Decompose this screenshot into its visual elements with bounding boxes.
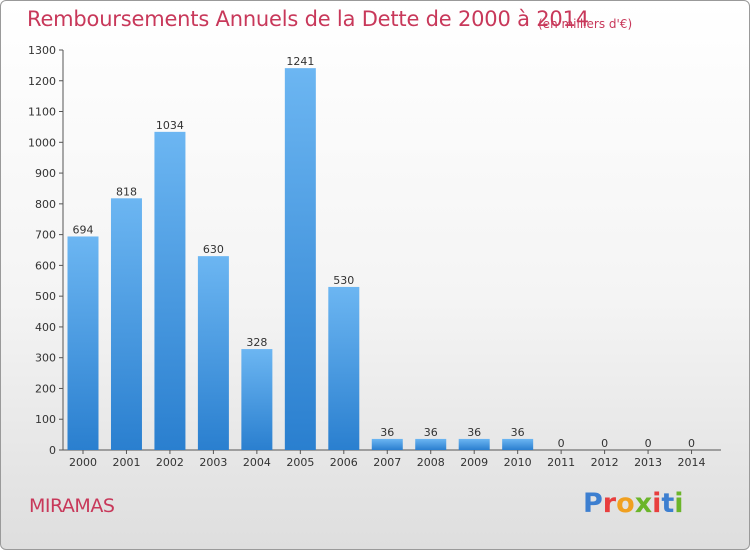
chart-axes: 0 100 200 300 400 500 600 700 800 900 1000 1100 1200… [28,44,721,457]
y-tick-label: 600 [35,259,56,272]
data-label-2001: 818 [116,185,137,198]
data-label-2004: 328 [246,336,267,349]
logo-letter: i [652,488,662,519]
bar-2006 [328,286,360,450]
chart-labels: 2000 694 2001 818 2002 1034 2003 630 2004 328 2005… [69,55,706,469]
x-tick-label-2002: 2002 [156,456,184,469]
bar-2009 [458,438,490,450]
y-tick-label: 400 [35,321,56,334]
logo-letter: x [634,488,653,519]
y-tick-label: 0 [49,444,56,457]
x-tick-label-2007: 2007 [373,456,401,469]
logo-letter: i [674,488,684,519]
logo-letter: o [616,488,635,519]
bar-2003 [197,256,229,450]
y-tick-label: 200 [35,382,56,395]
chart-bars [67,68,534,451]
bar-2001 [110,198,142,450]
bar-2008 [415,438,447,450]
y-tick-label: 1300 [28,44,56,57]
data-label-2007: 36 [380,426,394,439]
data-label-2011: 0 [558,437,565,450]
data-label-2002: 1034 [156,119,184,132]
proxiti-logo[interactable]: Proxiti [583,488,684,519]
y-tick-label: 500 [35,290,56,303]
bar-2000 [67,236,99,450]
data-label-2005: 1241 [286,55,314,68]
y-tick-label: 1200 [28,75,56,88]
chart-title: Remboursements Annuels de la Dette de 20… [27,7,589,31]
y-tick-label: 300 [35,352,56,365]
data-label-2003: 630 [203,243,224,256]
bar-2004 [241,349,273,450]
data-label-2014: 0 [688,437,695,450]
x-tick-label-2003: 2003 [199,456,227,469]
logo-letter: t [661,488,675,519]
x-tick-label-2012: 2012 [591,456,619,469]
x-tick-label-2004: 2004 [243,456,271,469]
logo-letter: r [602,488,617,519]
x-tick-label-2008: 2008 [417,456,445,469]
data-label-2012: 0 [601,437,608,450]
y-tick-label: 900 [35,167,56,180]
data-label-2010: 36 [511,426,525,439]
data-label-2008: 36 [424,426,438,439]
y-tick-label: 800 [35,198,56,211]
x-tick-label-2006: 2006 [330,456,358,469]
logo-letter: P [583,488,603,519]
x-tick-label-2011: 2011 [547,456,575,469]
x-tick-label-2005: 2005 [286,456,314,469]
bar-2007 [371,438,403,450]
data-label-2006: 530 [333,274,354,287]
x-tick-label-2010: 2010 [504,456,532,469]
y-tick-label: 1100 [28,106,56,119]
bar-2005 [284,68,316,451]
bar-2002 [154,131,186,450]
x-tick-label-2013: 2013 [634,456,662,469]
y-tick-label: 700 [35,229,56,242]
x-tick-label-2009: 2009 [460,456,488,469]
y-tick-label: 1000 [28,136,56,149]
data-label-2009: 36 [467,426,481,439]
x-tick-label-2000: 2000 [69,456,97,469]
data-label-2013: 0 [645,437,652,450]
data-label-2000: 694 [73,223,94,236]
y-tick-label: 100 [35,413,56,426]
bar-2010 [502,438,534,450]
chart-subtitle: (en milliers d'€) [538,17,633,31]
city-name: MIRAMAS [29,495,115,517]
x-tick-label-2001: 2001 [112,456,140,469]
x-tick-label-2014: 2014 [678,456,706,469]
